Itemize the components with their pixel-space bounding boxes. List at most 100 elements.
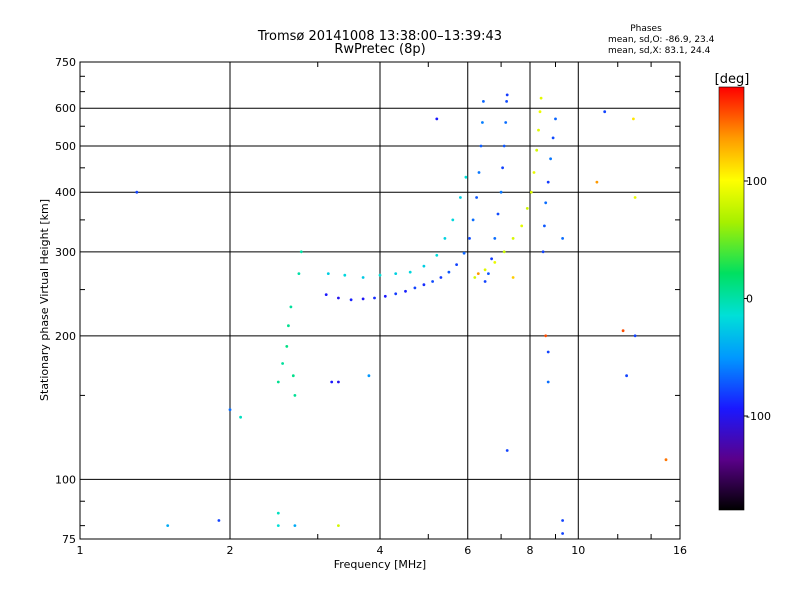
colorbar-unit: [deg] [715,72,750,87]
echo-point [490,257,493,261]
y-tick-label: 75 [62,533,76,546]
echo-point [482,100,485,103]
echo-point [496,212,500,216]
scatter-point [561,532,564,535]
echo-point [404,289,407,293]
echo-point [462,251,466,255]
echo-point [483,280,487,283]
scatter-point [505,449,509,452]
echo-point [544,201,548,205]
echo-point [287,324,290,328]
scatter-point [228,408,232,412]
echo-point [459,196,462,199]
echo-point [546,180,550,184]
echo-point [337,296,340,300]
echo-point [493,237,497,240]
scatter-point [633,196,637,199]
echo-point [554,117,557,121]
scatter-point [546,350,550,354]
x-tick-label: 10 [571,544,585,557]
echo-point [299,250,303,254]
scatter-point [621,329,625,333]
echo-point [289,305,293,309]
colorbar-tick-label: 100 [746,175,767,188]
x-tick-label: 2 [227,544,234,557]
scatter-point [476,272,480,275]
scatter-point [239,415,243,419]
echo-point [285,345,289,348]
echo-point [422,283,426,287]
scatter-point [135,190,139,194]
x-tick-label: 8 [527,544,534,557]
phase-stats-x: mean, sd,X: 83.1, 24.4 [608,46,711,56]
echo-point [297,272,301,275]
axis-ticks: 1 2 4 6 8 10 16 75 100 200 300 400 500 600 750 [55,56,687,557]
echo-point [326,272,330,275]
y-tick-label: 500 [55,140,76,153]
colorbar-tick-label: 0 [746,293,753,306]
echo-point [543,224,546,228]
echo-point [378,273,382,277]
scatter-point [633,334,637,338]
echo-point [281,362,284,365]
y-tick-label: 400 [55,186,76,199]
scatter-point [330,380,334,384]
scatter-point [632,117,635,121]
colorbar-ticks: 100 0 -100 [744,175,771,423]
y-tick-label: 200 [55,330,76,343]
grid-lines [80,62,680,539]
echo-point [443,237,447,240]
echo-point [447,270,451,274]
x-tick-label: 6 [464,544,471,557]
echo-point [439,276,443,279]
echo-point [541,250,545,254]
scatter-point [561,237,564,240]
echo-point [477,171,481,174]
echo-point [511,237,515,240]
echo-point [502,250,506,254]
echo-point [324,293,328,296]
echo-point [394,292,398,296]
echo-point [435,253,439,257]
echo-point [487,272,490,275]
echo-point [343,273,347,277]
echo-point [473,276,477,279]
phase-stats-o: mean, sd,O: -86.9, 23.4 [608,35,715,45]
scatter-point [625,374,628,378]
echo-point [276,380,280,384]
scatter-point [337,524,340,527]
echo-point [464,175,468,179]
echo-point [293,394,297,397]
scatter-point [435,117,439,121]
echo-point [361,276,365,279]
echo-point [451,218,455,222]
echo-point [535,148,539,152]
x-tick-label: 16 [673,544,687,557]
scatter-point [546,380,550,384]
echo-point [468,237,471,240]
echo-point [538,110,542,114]
echo-point [502,144,506,148]
echo-point [493,261,497,264]
chart-title-line2: RwPretec (8p) [334,42,425,57]
y-tick-label: 750 [55,56,76,69]
colorbar [718,86,745,511]
echo-point [383,294,387,298]
y-tick-label: 300 [55,246,76,259]
echo-point [361,297,365,301]
scatter-point [293,524,297,527]
scatter-point [276,524,280,527]
y-tick-label: 100 [55,473,76,486]
echo-point [520,224,524,228]
scatter-point [544,334,548,338]
scatter-point [337,380,340,384]
phase-stats-header: Phases [630,24,662,34]
echo-point [481,121,484,124]
echo-point [525,207,529,210]
x-tick-label: 1 [77,544,84,557]
echo-point [539,96,543,100]
data-points [135,93,668,535]
chart-title-line1: Tromsø 20141008 13:38:00–13:39:43 [257,29,502,44]
echo-point [471,218,475,222]
